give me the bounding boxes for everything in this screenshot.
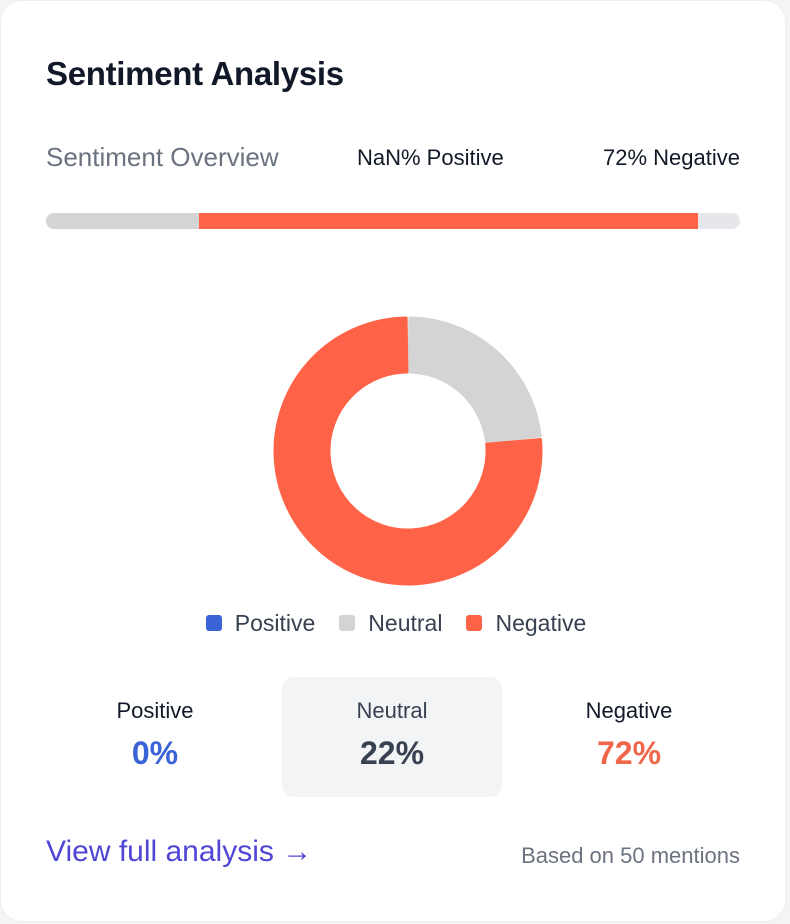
view-full-analysis-link[interactable]: View full analysis → xyxy=(46,835,313,868)
negative-summary: 72% Negative xyxy=(603,145,740,170)
stat-label-negative: Negative xyxy=(585,698,673,723)
legend-item-neutral[interactable]: Neutral xyxy=(339,610,442,637)
card-footer: View full analysis → Based on 50 mention… xyxy=(46,835,740,875)
card-title: Sentiment Analysis xyxy=(46,55,344,92)
stat-label-neutral: Neutral xyxy=(356,698,428,723)
overview-label: Sentiment Overview xyxy=(46,142,279,172)
stat-value-positive: 0% xyxy=(131,735,179,771)
legend-item-positive[interactable]: Positive xyxy=(205,609,316,637)
stat-negative: Negative 72% xyxy=(519,677,739,797)
sentiment-stats: Positive 0% Neutral 22% Negative 72% xyxy=(37,677,747,797)
bar-segment-negative xyxy=(198,213,699,229)
sentiment-donut-chart xyxy=(273,316,543,586)
sentiment-progress-bar xyxy=(46,213,740,229)
legend-label-positive: Positive xyxy=(234,609,316,636)
donut-slice-negative[interactable] xyxy=(273,316,543,586)
donut-slice-neutral[interactable] xyxy=(407,316,542,444)
bar-segment-neutral xyxy=(46,213,199,229)
sentiment-overview-row: Sentiment Overview NaN% Positive 72% Neg… xyxy=(46,141,740,175)
stat-positive: Positive 0% xyxy=(45,677,265,797)
legend-swatch-positive xyxy=(205,615,222,631)
legend-swatch-neutral xyxy=(339,615,356,631)
legend-item-negative[interactable]: Negative xyxy=(466,610,586,637)
stat-label-positive: Positive xyxy=(116,698,194,723)
legend-label-negative: Negative xyxy=(495,609,587,636)
stat-value-neutral: 22% xyxy=(359,735,425,771)
legend-label-neutral: Neutral xyxy=(368,609,443,636)
stat-value-negative: 72% xyxy=(596,735,662,771)
stat-neutral: Neutral 22% xyxy=(282,677,502,797)
legend-swatch-negative xyxy=(466,615,483,631)
mentions-count: Based on 50 mentions xyxy=(521,843,740,868)
positive-summary: NaN% Positive xyxy=(357,145,504,170)
chart-legend: Positive Neutral Negative xyxy=(1,607,790,639)
